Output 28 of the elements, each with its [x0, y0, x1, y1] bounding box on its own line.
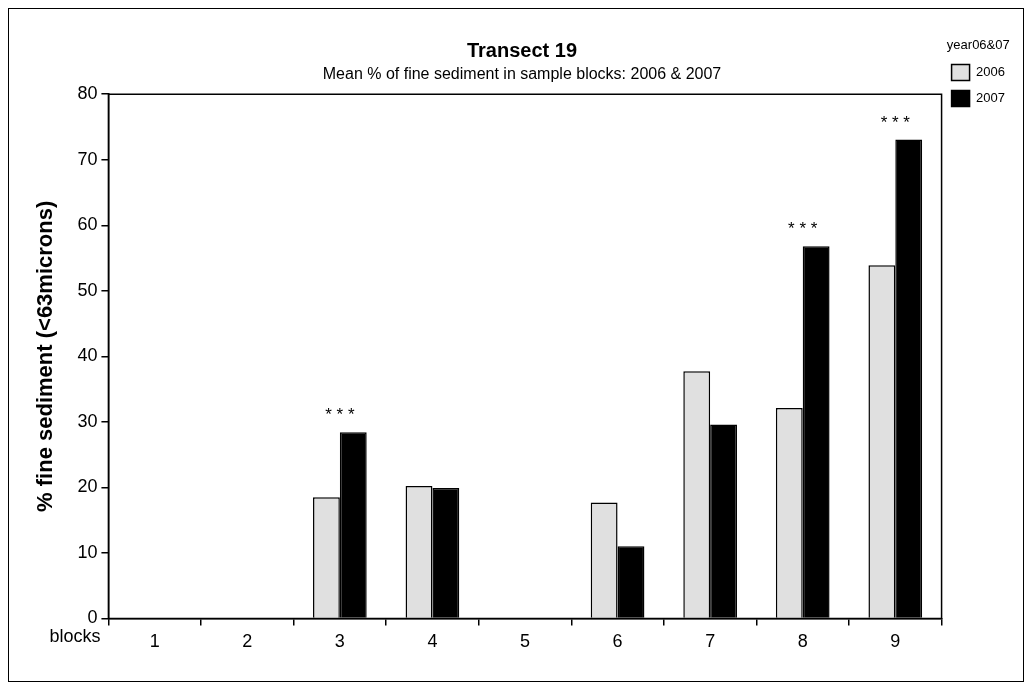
legend-title: year06&07 [946, 37, 1010, 53]
y-tick-label: 20 [77, 476, 98, 497]
x-tick-label: 2 [242, 631, 253, 652]
x-axis-title: blocks [49, 626, 101, 647]
y-tick-label: 60 [77, 214, 98, 235]
x-tick-label: 3 [334, 631, 345, 652]
y-tick-label: 80 [77, 83, 98, 104]
annotation: * * * [325, 405, 355, 425]
x-tick-label: 7 [705, 631, 716, 652]
annotation: * * * [880, 112, 911, 132]
x-tick-label: 8 [797, 631, 808, 652]
y-tick-label: 40 [77, 345, 98, 366]
y-tick-label: 50 [77, 279, 98, 300]
y-tick-label: 30 [77, 410, 98, 431]
annotation: * * * [788, 219, 818, 239]
y-axis-title: % fine sediment (<63microns) [32, 200, 58, 512]
y-tick-label: 0 [87, 607, 98, 628]
y-tick-label: 70 [77, 148, 98, 169]
legend-label: 2007 [976, 90, 1005, 106]
chart-title: Transect 19 [466, 38, 578, 61]
chart-subtitle: Mean % of fine sediment in sample blocks: 2006 & 2007 [322, 65, 722, 83]
y-tick-label: 10 [77, 541, 98, 562]
x-tick-label: 5 [519, 631, 531, 652]
legend-label: 2006 [976, 64, 1005, 80]
x-tick-label: 4 [427, 631, 438, 652]
x-tick-label: 9 [890, 631, 901, 652]
x-tick-label: 1 [149, 631, 160, 652]
x-tick-label: 6 [612, 631, 623, 652]
